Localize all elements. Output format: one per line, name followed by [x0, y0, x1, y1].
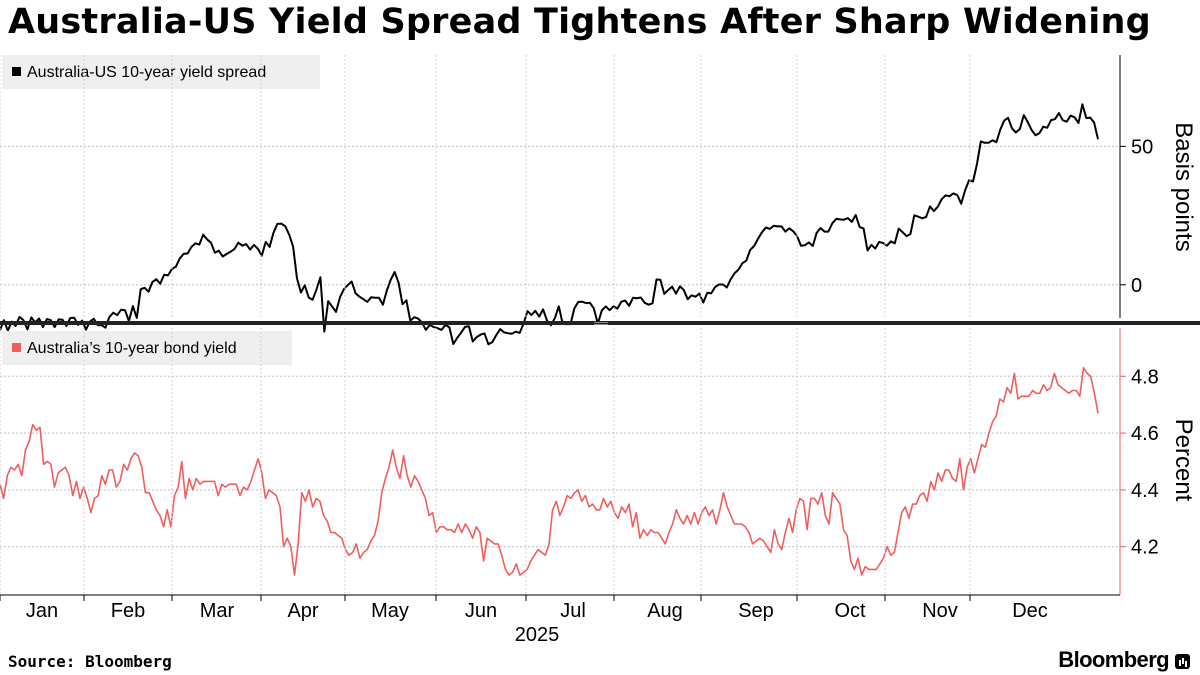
- bloomberg-logo: Bloomberg: [1058, 647, 1190, 673]
- x-tick-label: Nov: [922, 600, 958, 622]
- spread-legend-label: Australia-US 10-year yield spread: [27, 64, 266, 81]
- yield-y-axis-label: Percent: [1170, 419, 1197, 502]
- yield-legend-box: [2, 331, 292, 365]
- spread-y-tick-label: 50: [1131, 136, 1153, 158]
- spread-legend-box: [2, 55, 320, 89]
- x-tick-label: Jan: [26, 600, 58, 622]
- yield-legend-label: Australia’s 10-year bond yield: [27, 340, 237, 357]
- x-tick-label: Feb: [111, 600, 145, 622]
- x-axis: Jan Feb Mar Apr May Jun Jul Aug Sep Oct Nov Dec 202…: [0, 55, 1120, 646]
- spread-legend-swatch: [12, 67, 21, 76]
- x-tick-label: Jun: [465, 600, 497, 622]
- x-tick-label: Jul: [560, 600, 586, 622]
- x-tick-label: Aug: [647, 600, 683, 622]
- spread-y-axis-label: Basis points: [1170, 122, 1197, 251]
- x-tick-label: Sep: [738, 600, 774, 622]
- yield-legend: Australia’s 10-year bond yield: [2, 331, 292, 365]
- source-note: Source: Bloomberg: [8, 652, 172, 671]
- yield-panel: 4.2 4.4 4.6 4.8 Percent Australia’s 10-year…: [0, 328, 1197, 595]
- yield-y-ticks: 4.2 4.4 4.6 4.8: [1120, 366, 1159, 559]
- x-tick-label: Oct: [834, 600, 866, 622]
- spread-panel: 0 50 Basis points Australia-US 10-year yi…: [0, 55, 1197, 346]
- terminal-icon: [1175, 653, 1190, 669]
- yield-y-tick-label: 4.4: [1131, 480, 1159, 502]
- x-axis-ticks: Jan Feb Mar Apr May Jun Jul Aug Sep Oct Nov Dec: [0, 55, 1048, 622]
- bloomberg-wordmark: Bloomberg: [1058, 647, 1169, 672]
- spread-gridlines: [0, 145, 1120, 286]
- spread-y-tick-label: 0: [1131, 275, 1142, 297]
- panel-divider: [0, 321, 1200, 325]
- yield-line: [0, 367, 1099, 576]
- chart-title: Australia-US Yield Spread Tightens After…: [8, 2, 1151, 42]
- spread-line: [0, 103, 1099, 346]
- yield-y-tick-label: 4.8: [1131, 366, 1159, 388]
- x-tick-label: Mar: [200, 600, 235, 622]
- x-axis-year: 2025: [515, 624, 560, 646]
- spread-y-ticks: 0 50: [1120, 136, 1153, 297]
- spread-legend: Australia-US 10-year yield spread: [2, 55, 320, 89]
- yield-y-tick-label: 4.2: [1131, 537, 1159, 559]
- x-tick-label: Dec: [1012, 600, 1048, 622]
- x-tick-label: Apr: [287, 600, 318, 622]
- yield-y-tick-label: 4.6: [1131, 423, 1159, 445]
- yield-legend-swatch: [12, 343, 21, 352]
- yield-gridlines: [0, 375, 1120, 548]
- x-tick-label: May: [371, 600, 409, 622]
